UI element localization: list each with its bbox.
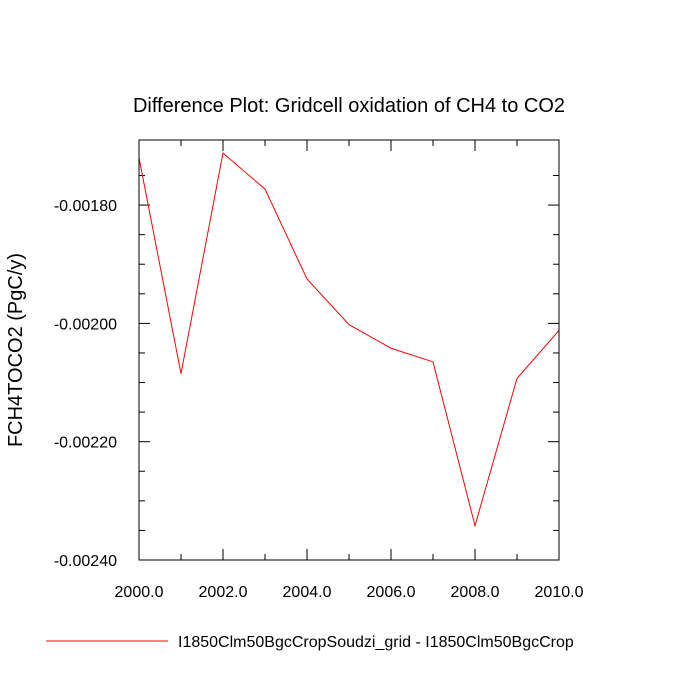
y-tick-label: -0.00220: [54, 435, 117, 452]
x-tick-label: 2008.0: [451, 584, 500, 601]
y-tick-label: -0.00200: [54, 316, 117, 333]
plot-frame: [138, 139, 560, 561]
axis-ticks: [138, 140, 560, 561]
y-tick-label: -0.00240: [54, 553, 117, 570]
series-layer: [138, 152, 560, 528]
x-tick-label: 2004.0: [283, 584, 332, 601]
legend-label-series-1: I1850Clm50BgcCropSoudzi_grid - I1850Clm5…: [178, 634, 574, 651]
series-line-1: [138, 152, 560, 528]
x-tick-label: 2000.0: [115, 584, 164, 601]
x-tick-label: 2010.0: [535, 584, 584, 601]
legend: I1850Clm50BgcCropSoudzi_grid - I1850Clm5…: [46, 634, 574, 651]
axis-tick-labels: 2000.0 2002.0 2004.0 2006.0 2008.0 2010.0 -0.0…: [54, 198, 584, 601]
y-tick-label: -0.00180: [54, 198, 117, 215]
chart-title: Difference Plot: Gridcell oxidation of C…: [133, 95, 565, 117]
x-tick-label: 2002.0: [199, 584, 248, 601]
y-axis-label: FCH4TOCO2 (PgC/y): [5, 253, 27, 447]
x-tick-label: 2006.0: [367, 584, 416, 601]
